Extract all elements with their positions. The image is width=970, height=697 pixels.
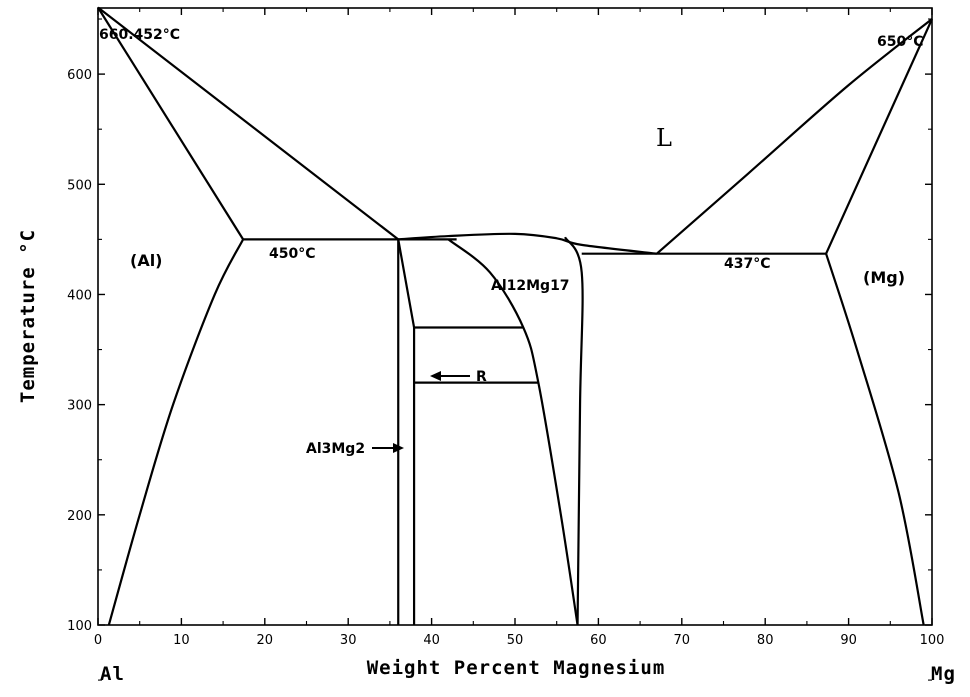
x-tick-label: 100 — [920, 633, 945, 648]
x-tick-label: 10 — [173, 633, 190, 648]
plot-frame — [97, 7, 933, 626]
x-tick-label: 80 — [757, 633, 774, 648]
y-tick-label: 100 — [67, 619, 92, 634]
al-melting-label: 660.452°C — [99, 27, 180, 43]
y-tick-label: 500 — [67, 178, 92, 193]
curve-liquidus-mg — [656, 18, 933, 255]
liquid-phase-label: L — [656, 124, 672, 152]
x-tick-label: 20 — [257, 633, 274, 648]
beta-phase-arrow — [372, 443, 404, 453]
mg-melting-label: 650°C — [877, 34, 924, 50]
curve-gamma-right-boundary — [564, 236, 584, 626]
y-tick-label: 400 — [67, 288, 92, 303]
r-phase-label: R — [476, 369, 487, 385]
curve-solvus-mg — [825, 253, 925, 626]
curve-gamma-left-boundary — [447, 238, 579, 626]
x-tick-label: 60 — [590, 633, 607, 648]
x-tick-label: 40 — [423, 633, 440, 648]
x-tick-label: 0 — [94, 633, 102, 648]
y-tick-label: 600 — [67, 68, 92, 83]
x-tick-label: 90 — [840, 633, 857, 648]
eutectic-right-label: 437°C — [724, 256, 771, 272]
eutectic-left-label: 450°C — [269, 246, 316, 262]
curve-solvus-al — [107, 238, 245, 626]
left-element-label: Al — [100, 663, 125, 685]
r-phase-arrow — [430, 371, 470, 381]
x-tick-label: 70 — [674, 633, 691, 648]
right-element-label: Mg — [931, 663, 956, 685]
x-tick-label: 50 — [507, 633, 524, 648]
y-axis-title: Temperature °C — [17, 229, 39, 403]
curve-solidus-mg — [825, 18, 934, 255]
beta-phase-label: Al3Mg2 — [306, 441, 365, 457]
mg-solid-phase-label: (Mg) — [863, 268, 905, 287]
y-tick-label: 300 — [67, 399, 92, 414]
curve-beta-right-boundary — [397, 239, 416, 625]
x-tick-label: 30 — [340, 633, 357, 648]
curve-solidus-al — [97, 6, 245, 240]
x-axis-title: Weight Percent Magnesium — [367, 657, 666, 679]
gamma-phase-label: Al12Mg17 — [491, 278, 570, 294]
al-solid-phase-label: (Al) — [130, 251, 163, 270]
curve-liquidus-al — [97, 6, 399, 241]
y-tick-label: 200 — [67, 509, 92, 524]
curve-liquidus-mid-left — [398, 232, 657, 255]
